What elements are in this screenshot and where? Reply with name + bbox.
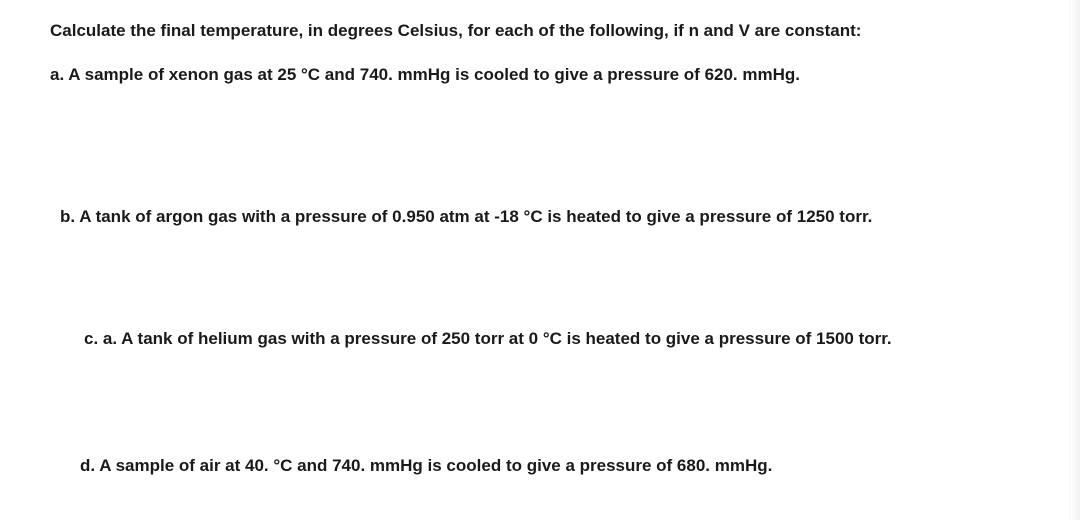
question-d: d. A sample of air at 40. °C and 740. mm… [50,455,1030,477]
worksheet-page: Calculate the final temperature, in degr… [0,0,1080,477]
question-c: c. a. A tank of helium gas with a pressu… [50,328,1030,350]
page-edge-shadow [1069,0,1080,520]
question-a: a. A sample of xenon gas at 25 °C and 74… [50,64,1030,86]
instructions-text: Calculate the final temperature, in degr… [50,20,1030,42]
question-b: b. A tank of argon gas with a pressure o… [50,206,1030,228]
